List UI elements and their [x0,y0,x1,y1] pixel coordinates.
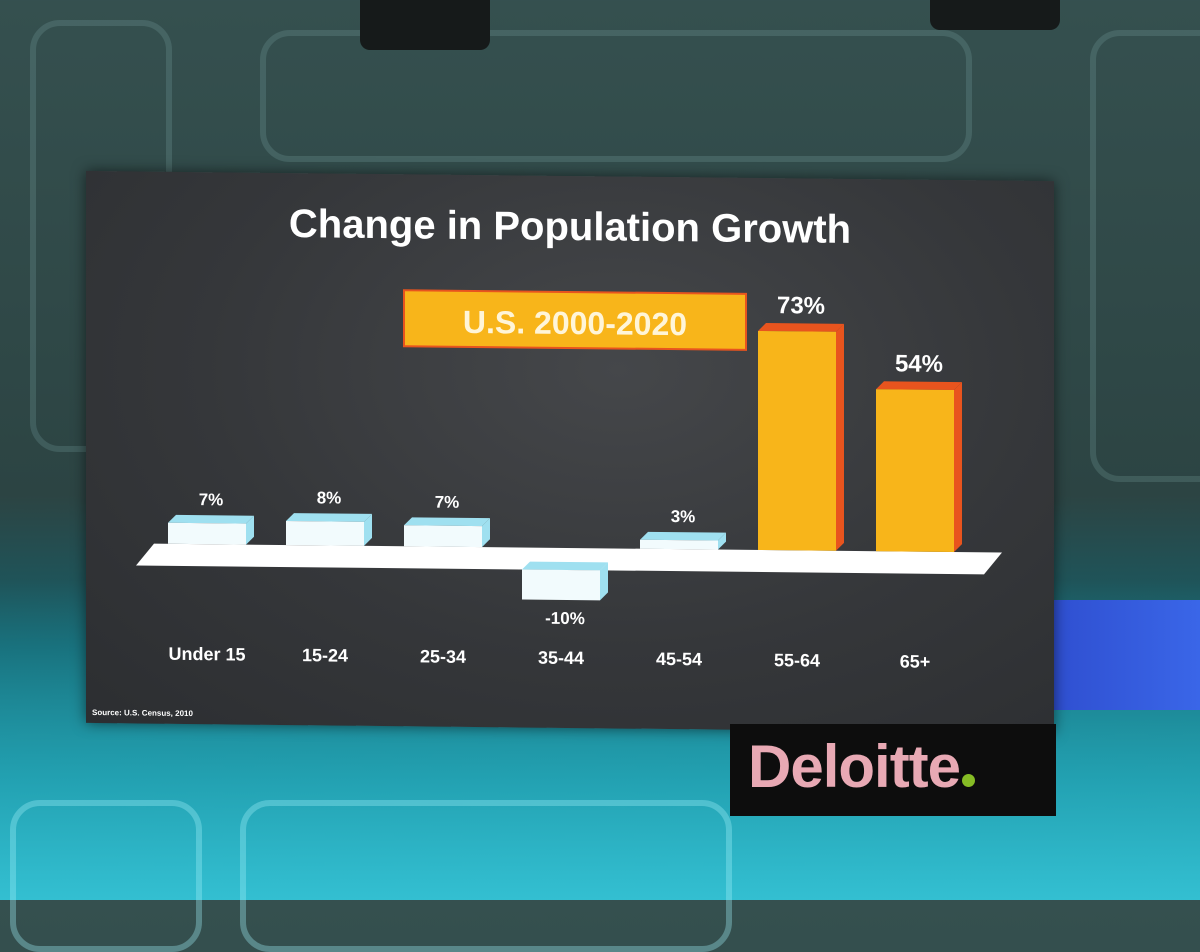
bar-under-15 [168,514,254,545]
bar-side [600,562,608,601]
bar-top [522,561,608,571]
source-note: Source: U.S. Census, 2010 [92,708,193,718]
value-label: 7% [199,490,224,509]
value-label: 54% [895,350,943,378]
population-growth-chart: Change in Population Growth U.S. 2000-20… [92,202,1002,718]
deloitte-logo-text: Deloitte [748,733,961,800]
category-label: Under 15 [168,644,245,665]
stage-light-right [930,0,1060,30]
subtitle-banner [403,289,747,351]
bar-side [836,323,844,551]
logo-dot-icon [962,774,976,787]
bar-top [640,531,726,541]
wall-panel-right [1090,30,1200,482]
bar [758,330,836,551]
bar-55-64 [758,323,844,551]
value-label: 7% [435,493,460,512]
bar-45-54 [640,531,726,550]
bar-side [364,513,372,546]
bar-top [168,514,254,524]
bar-15-24 [286,513,372,546]
category-label: 65+ [900,651,931,671]
value-label: 73% [777,292,825,320]
bar-top [404,517,490,527]
presentation-slide: Change in Population Growth U.S. 2000-20… [86,170,1054,734]
value-label: 3% [671,507,696,526]
stage-panel-middle [240,800,732,952]
category-label: 15-24 [302,645,348,665]
category-label: 25-34 [420,646,466,666]
bar-top [758,323,844,332]
bar-65+ [876,381,962,553]
side-screen [1050,600,1200,710]
bar [404,525,482,548]
bar-25-34 [404,517,490,548]
chart-baseline [136,543,1002,575]
bar-top [286,513,372,522]
bar-35-44 [522,561,608,601]
bar [286,521,364,546]
bar-side [482,518,490,548]
chart-subtitle: U.S. 2000-2020 [463,304,687,342]
bar [640,539,718,550]
bar [168,522,246,545]
value-label: -10% [545,609,585,628]
wall-panel-top [260,30,972,162]
category-label: 35-44 [538,648,584,668]
value-label: 8% [317,488,342,507]
stage-light-left [360,0,490,50]
deloitte-logo: Deloitte [730,724,1056,816]
bar [876,389,954,553]
chart-title: Change in Population Growth [289,202,851,252]
bar-side [718,532,726,550]
bar-side [954,382,962,553]
category-label: 45-54 [656,649,702,669]
stage-panel-left [10,800,202,952]
category-label: 55-64 [774,650,820,670]
bar-top [876,381,962,391]
bar [522,569,600,601]
bar-side [246,515,254,545]
